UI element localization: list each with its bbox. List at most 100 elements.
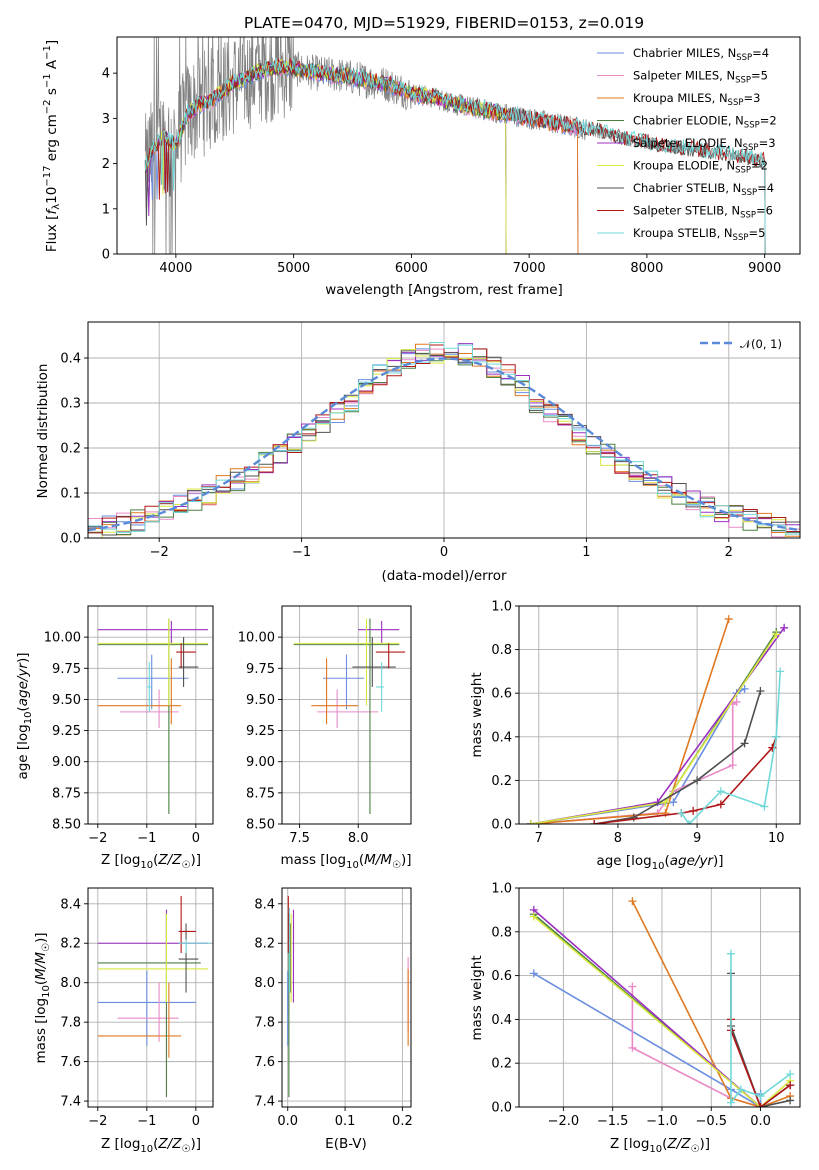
x-tick-label: 7000 bbox=[513, 261, 546, 276]
y-tick-label: 8.0 bbox=[254, 976, 275, 991]
errorbar-point bbox=[97, 618, 209, 706]
x-tick-label: 8000 bbox=[630, 261, 663, 276]
weight-marker bbox=[736, 1085, 745, 1094]
x-tick-label: 0.2 bbox=[392, 1114, 413, 1129]
y-tick-label: 9.00 bbox=[52, 755, 81, 770]
weight-line bbox=[594, 736, 778, 824]
y-tick-label: 9.25 bbox=[246, 724, 275, 739]
model-spectrum-line bbox=[144, 58, 766, 254]
errorbar-point bbox=[311, 658, 359, 725]
y-tick-label: 8.0 bbox=[60, 976, 81, 991]
plot-area bbox=[293, 618, 406, 815]
y-tick-label: 0.4 bbox=[491, 730, 512, 745]
age-vs-mass-xlabel: mass [log10(M/M☉)] bbox=[280, 852, 411, 871]
weight-marker bbox=[628, 982, 637, 991]
errorbar-point bbox=[317, 689, 379, 729]
errorbar-point bbox=[146, 662, 152, 712]
weight-marker bbox=[689, 806, 698, 815]
weight-marker bbox=[772, 630, 781, 639]
y-tick-label: 0.0 bbox=[491, 1101, 512, 1116]
weight-line bbox=[530, 633, 777, 824]
y-tick-label: 10.00 bbox=[238, 631, 275, 646]
model-spectrum-line bbox=[144, 60, 579, 254]
age-vs-metallicity-panel: −2 −1 0 8.50 8.75 9.00 9.25 9.50 9.75 10.00 bbox=[44, 605, 214, 846]
y-tick-label: 8.2 bbox=[254, 937, 275, 952]
weight-marker bbox=[740, 684, 749, 693]
x-tick-label: 0.0 bbox=[277, 1114, 298, 1129]
axes-frame bbox=[518, 605, 801, 825]
legend-label: Salpeter MILES, NSSP=5 bbox=[633, 69, 768, 86]
x-tick-label: 4000 bbox=[159, 261, 192, 276]
errorbar-point bbox=[97, 913, 209, 1003]
mass-vs-ebv-panel: 0.0 0.1 0.2 7.4 7.6 7.8 8.0 8.2 8.4 bbox=[254, 887, 413, 1129]
y-tick-label: 8.75 bbox=[52, 786, 81, 801]
y-tick-label: 8.75 bbox=[246, 786, 275, 801]
mass-vs-Z-xlabel: Z [log10(Z/Z☉)] bbox=[101, 1136, 201, 1155]
legend-label: Kroupa STELIB, NSSP=5 bbox=[633, 226, 765, 243]
residuals-ylabel: Normed distribution bbox=[35, 364, 51, 499]
y-tick-label: 8.50 bbox=[52, 818, 81, 833]
y-tick-label: 0.2 bbox=[491, 774, 512, 789]
x-tick-label: −1 bbox=[137, 1114, 156, 1129]
plot-area bbox=[88, 342, 800, 538]
weight-marker bbox=[756, 1103, 765, 1107]
x-tick-label: −2.0 bbox=[548, 1114, 580, 1129]
y-tick-label: 0.2 bbox=[491, 1057, 512, 1072]
y-tick-label: 0.2 bbox=[60, 442, 81, 457]
x-tick-label: 10 bbox=[768, 831, 785, 846]
mass-vs-Z-ylabel: mass [log10(M/M☉)] bbox=[33, 932, 52, 1063]
weight-marker bbox=[772, 732, 781, 741]
weight-marker bbox=[590, 820, 599, 824]
weight-marker bbox=[526, 820, 535, 824]
plot-area bbox=[97, 618, 209, 815]
y-tick-label: 9.75 bbox=[52, 662, 81, 677]
y-tick-label: 7.4 bbox=[254, 1095, 275, 1110]
weight-line bbox=[680, 671, 782, 824]
weight-marker bbox=[629, 813, 638, 822]
weight-marker bbox=[529, 912, 538, 921]
axes-frame bbox=[87, 605, 214, 825]
x-tick-label: 0 bbox=[440, 545, 448, 560]
x-tick-label: 9000 bbox=[748, 261, 781, 276]
y-tick-label: 9.00 bbox=[246, 755, 275, 770]
errorbar-point bbox=[97, 970, 196, 1046]
x-tick-label: −1 bbox=[292, 545, 311, 560]
y-tick-label: 1.0 bbox=[491, 882, 512, 897]
mass-vs-metallicity-panel: −2 −1 0 7.4 7.6 7.8 8.0 8.2 8.4 bbox=[60, 887, 214, 1129]
weight-marker bbox=[628, 897, 637, 906]
plot-area bbox=[526, 615, 789, 824]
y-tick-label: 1 bbox=[102, 202, 110, 217]
residuals-xlabel: (data-model)/error bbox=[381, 568, 507, 584]
errorbar-point bbox=[375, 643, 406, 669]
weight-vs-age-ylabel: mass weight bbox=[469, 672, 485, 757]
y-tick-label: 9.25 bbox=[52, 724, 81, 739]
y-tick-label: 0.6 bbox=[491, 687, 512, 702]
y-tick-label: 7.6 bbox=[254, 1055, 275, 1070]
plot-area bbox=[97, 895, 211, 1098]
model-spectrum-line bbox=[144, 57, 766, 254]
weight-marker bbox=[756, 687, 765, 696]
y-tick-label: 8.2 bbox=[60, 937, 81, 952]
errorbar-point bbox=[97, 913, 201, 1098]
y-tick-label: 10.00 bbox=[44, 631, 81, 646]
errorbar-point bbox=[293, 618, 400, 706]
model-spectrum-line bbox=[144, 60, 579, 254]
y-tick-label: 8.4 bbox=[254, 897, 275, 912]
weight-line bbox=[594, 690, 762, 824]
weight-line bbox=[530, 631, 777, 824]
axes-frame bbox=[116, 36, 801, 255]
axes-frame bbox=[87, 887, 214, 1108]
y-tick-label: 0.0 bbox=[491, 818, 512, 833]
weight-vs-Z-ylabel: mass weight bbox=[469, 955, 485, 1040]
weight-marker bbox=[726, 949, 735, 958]
axes-frame bbox=[281, 887, 412, 1108]
legend-label: 𝒩(0, 1) bbox=[740, 337, 782, 351]
x-tick-label: 9 bbox=[693, 831, 701, 846]
age-vs-Z-ylabel: age [log10(age/yr)] bbox=[15, 652, 34, 779]
x-tick-label: −2 bbox=[150, 545, 169, 560]
y-tick-label: 0.3 bbox=[60, 397, 81, 412]
x-tick-label: 0.0 bbox=[750, 1114, 771, 1129]
age-vs-mass-panel: 7.5 8.0 8.50 8.75 9.00 9.25 9.50 9.75 10.00 bbox=[238, 605, 412, 846]
weight-marker bbox=[693, 776, 702, 785]
errorbar-point bbox=[375, 662, 385, 712]
